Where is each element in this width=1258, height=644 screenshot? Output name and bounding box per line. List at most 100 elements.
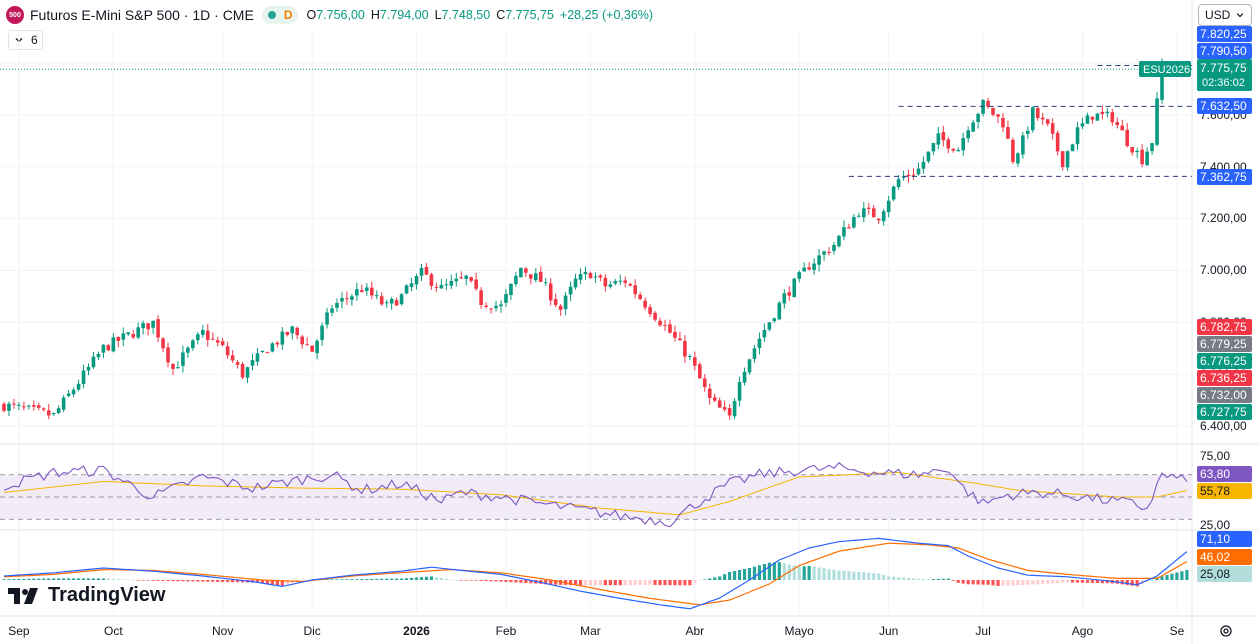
macd-histogram-bar [688,580,692,586]
price-tick: 6.400,00 [1200,419,1247,433]
candle-body [146,323,150,330]
ohlc-close: C7.775,75 [496,8,554,22]
macd-histogram-bar [832,569,836,580]
macd-histogram-bar [17,578,21,580]
candle-body [379,296,384,305]
macd-histogram-bar [37,578,41,580]
candle-body [201,329,205,335]
macd-histogram-bar [345,579,349,580]
macd-histogram-bar [62,578,66,580]
candle-body [350,296,354,300]
price-axis[interactable]: 7.820,257.600,007.400,007.200,007.000,00… [1139,26,1252,582]
macd-histogram-bar [1070,580,1075,583]
macd-histogram-bar [201,580,205,582]
macd-histogram-bar [1011,580,1015,586]
macd-histogram-bar [47,578,51,580]
candle-body [787,292,792,296]
macd-signal-line [3,542,1188,606]
candle-body [643,300,647,308]
macd-histogram-bar [877,573,881,580]
candle-body [205,330,210,340]
candle-body [1120,125,1125,131]
candle-body [345,298,349,300]
candle-body [966,130,970,139]
candle-body [454,278,459,282]
candle-body [876,218,881,221]
candle-body [1085,115,1090,124]
candle-body [1021,135,1025,155]
candle-body [300,336,304,345]
candle-body [1080,123,1085,127]
candle-body [71,389,76,395]
candle-body [693,357,697,366]
symbol-title[interactable]: Futuros E-Mini S&P 500 · 1D · CME [30,7,254,23]
settings-gear-icon[interactable] [1218,623,1234,639]
price-label-bg [1197,336,1252,352]
macd-histogram-bar [1095,580,1099,583]
candle-body [832,244,836,251]
candle-body [752,348,757,359]
symbol-logo[interactable]: 500 [6,6,24,24]
candle-body [578,274,583,280]
macd-histogram-bar [265,580,270,584]
macd-histogram-bar [951,580,955,581]
macd-histogram-bar [986,580,990,585]
candle-body [1006,127,1010,139]
candle-body [106,345,111,351]
macd-histogram-bar [658,580,662,586]
macd-histogram-bar [22,578,26,580]
rsi-tick: 75,00 [1200,449,1230,463]
macd-histogram-bar [211,580,215,582]
market-status-pill[interactable]: D [261,6,299,24]
candle-body [514,275,518,285]
macd-histogram-bar [400,578,404,580]
time-axis[interactable]: Sep Oct Nov Dic 2026 Feb Mar Abr Mayo Jun Jul Ago Se [8,624,1184,638]
macd-histogram-bar [946,578,950,580]
macd-histogram-bar [1021,580,1025,585]
symbol-tag: ESU2026 [1143,64,1190,76]
candle-body [2,403,6,411]
macd-histogram-bar [603,580,607,586]
candle-body [126,332,131,335]
price-label: 6.782,75 [1200,320,1247,334]
candle-body [663,325,667,327]
macd-histogram-bar [42,578,46,580]
candle-body [931,143,936,152]
macd-histogram-bar [618,580,622,586]
macd-histogram-bar [648,580,652,585]
candle-body [837,235,841,247]
macd-histogram-bar [1051,580,1055,584]
price-tick: 7.000,00 [1200,263,1247,277]
macd-histogram-bar [459,580,463,581]
tradingview-logo[interactable]: TradingView [8,584,165,607]
currency-select[interactable]: USD [1198,4,1252,26]
macd-histogram-bar [643,580,647,585]
price-label-resistance-bg [1197,98,1252,114]
candle-body [444,284,449,286]
candle-body [519,267,523,278]
candle-body [141,323,145,329]
candle-body [613,281,618,284]
macd-histogram-bar [235,580,240,583]
macd-histogram-bar [956,580,960,583]
macd-histogram-bar [772,562,776,580]
macd-histogram-bar [847,571,851,580]
candle-body [573,278,578,288]
macd-histogram-bar [524,580,528,583]
candle-body [757,338,762,348]
macd-histogram-bar [171,580,175,582]
candle-body [524,268,528,273]
macd-histogram-bar [936,578,940,580]
candle-body [414,275,419,285]
candle-body [305,344,309,346]
time-tick: Sep [8,624,30,638]
macd-value-label: 71,10 [1200,532,1230,546]
candle-body [742,371,747,383]
macd-histogram-bar [732,571,737,580]
indicators-toggle-button[interactable]: 6 [8,30,43,50]
candle-body [529,274,533,279]
rsi-value-label-bg [1197,466,1252,482]
candle-body [558,305,563,310]
macd-line [3,537,1188,610]
